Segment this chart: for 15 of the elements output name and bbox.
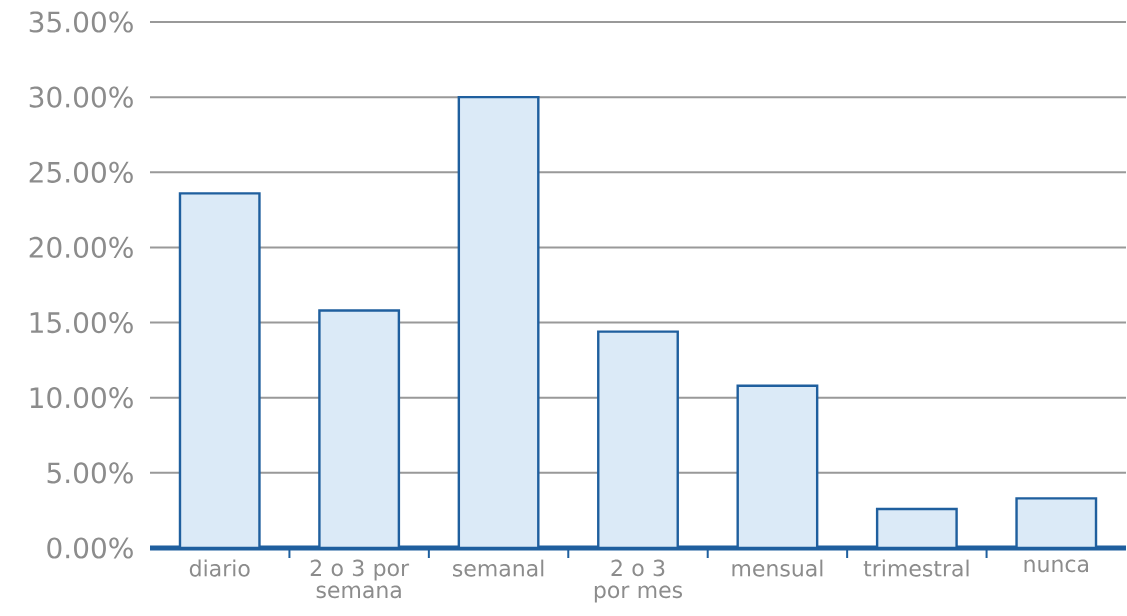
y-tick-label: 5.00% <box>47 462 133 484</box>
x-tick-label: 2 o 3 por mes <box>594 559 683 603</box>
x-tick-label: diario <box>189 559 250 577</box>
x-tick-label: trimestral <box>863 559 969 577</box>
y-tick-label: 15.00% <box>30 311 133 334</box>
x-tick-label: nunca <box>1024 559 1088 573</box>
y-tick-label: 25.00% <box>29 161 133 183</box>
x-tick-label: mensual <box>732 559 823 577</box>
x-tick-label: 2 o 3 por semana <box>310 559 410 599</box>
y-tick-label: 30.00% <box>29 86 133 108</box>
y-tick-label: 35.00% <box>29 11 133 33</box>
y-tick-label: 20.00% <box>29 236 133 259</box>
y-tick-label: 0.00% <box>47 537 133 559</box>
y-tick-label: 10.00% <box>30 387 133 409</box>
x-tick-label: semanal <box>453 559 544 577</box>
